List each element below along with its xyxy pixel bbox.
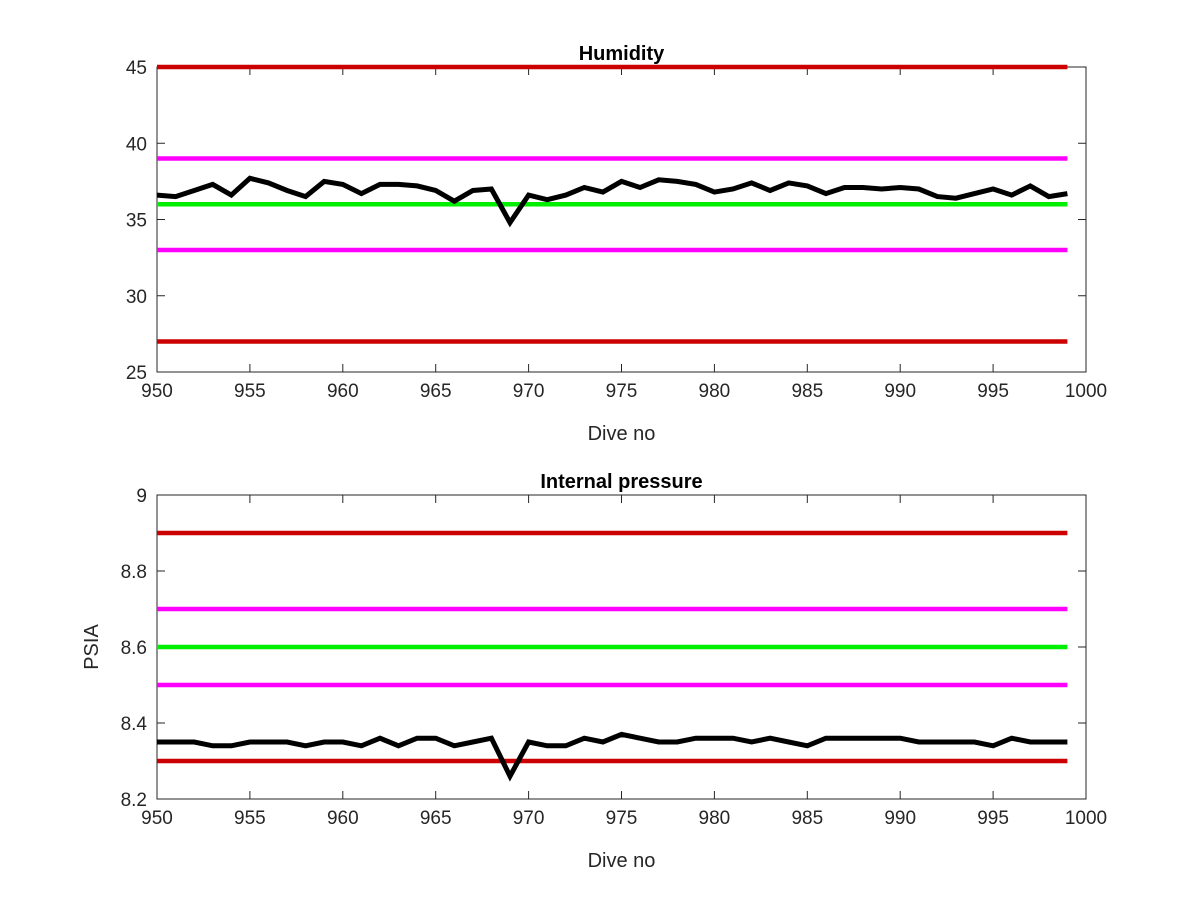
y-tick-label: 8.4 [121,714,148,735]
x-tick-label: 985 [791,808,823,829]
x-tick-label: 995 [977,808,1009,829]
x-tick-label: 950 [141,381,173,402]
y-tick-label: 8.2 [121,790,147,811]
y-tick-label: 8.6 [121,638,147,659]
x-tick-label: 960 [327,381,359,402]
x-tick-label: 985 [791,381,823,402]
axes-frame [156,66,1087,373]
internal-pressure-plot: 950 955 960 965 970 975 980 985 990 995 1000 8.2 8.4… [81,471,1107,872]
y-tick-label: 9 [136,486,147,507]
x-tick-label: 1000 [1065,381,1107,402]
x-tick-label: 965 [420,808,452,829]
x-tick-label: 975 [606,808,638,829]
x-tick-label: 980 [699,381,731,402]
x-tick-label: 990 [884,381,916,402]
x-tick-label: 975 [606,381,638,402]
data-series-line [157,731,1068,782]
x-axis-label: Dive no [588,423,656,445]
chart-title: Humidity [579,43,665,65]
x-tick-label: 980 [699,808,731,829]
y-tick-label: 25 [126,363,147,384]
y-tick-label: 30 [126,287,147,308]
y-axis-label: PSIA [81,624,103,670]
x-axis-label: Dive no [588,850,656,872]
humidity-plot: 950 955 960 965 970 975 980 985 990 995 1000 25 30 35… [126,43,1107,445]
x-tick-label: 970 [513,808,545,829]
y-tick-label: 8.8 [121,562,147,583]
chart-title: Internal pressure [540,471,702,493]
x-tick-label: 955 [234,381,266,402]
y-tick-label: 35 [126,211,147,232]
x-tick-label: 955 [234,808,266,829]
x-tick-label: 995 [977,381,1009,402]
x-tick-label: 950 [141,808,173,829]
x-tick-label: 965 [420,381,452,402]
x-tick-label: 970 [513,381,545,402]
data-series-line [156,175,1068,228]
y-tick-label: 45 [126,58,147,79]
x-tick-label: 1000 [1065,808,1107,829]
x-tick-label: 960 [327,808,359,829]
y-tick-label: 40 [126,134,147,155]
x-tick-label: 990 [884,808,916,829]
